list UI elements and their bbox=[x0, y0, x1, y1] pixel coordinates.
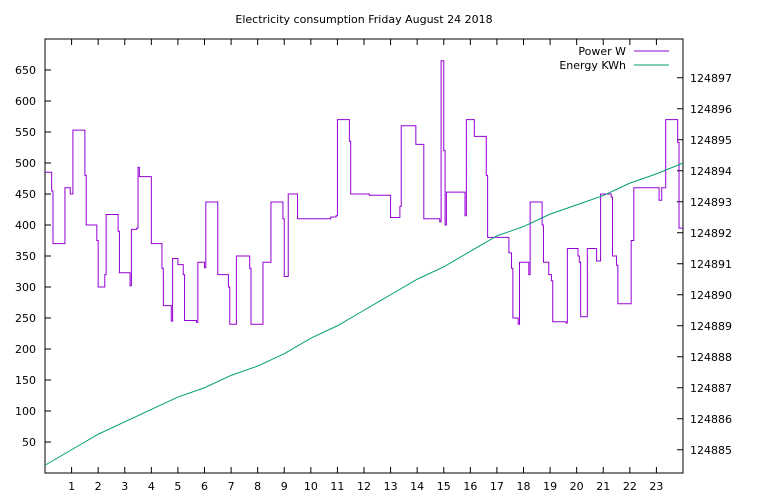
x-tick-label: 8 bbox=[254, 480, 261, 493]
y2-tick-label: 124897 bbox=[690, 72, 732, 85]
x-tick-label: 22 bbox=[623, 480, 637, 493]
y2-tick-label: 124890 bbox=[690, 289, 732, 302]
y-tick-label: 400 bbox=[15, 219, 36, 232]
x-tick-label: 7 bbox=[228, 480, 235, 493]
x-tick-label: 16 bbox=[463, 480, 477, 493]
y2-tick-label: 124888 bbox=[690, 351, 732, 364]
x-tick-label: 1 bbox=[68, 480, 75, 493]
chart-title: Electricity consumption Friday August 24… bbox=[235, 13, 492, 26]
x-tick-label: 17 bbox=[490, 480, 504, 493]
x-tick-label: 18 bbox=[517, 480, 531, 493]
x-tick-label: 12 bbox=[357, 480, 371, 493]
x-tick-label: 19 bbox=[543, 480, 557, 493]
y-tick-label: 500 bbox=[15, 157, 36, 170]
x-tick-label: 23 bbox=[649, 480, 663, 493]
x-tick-label: 2 bbox=[95, 480, 102, 493]
y-tick-label: 250 bbox=[15, 312, 36, 325]
y2-tick-label: 124886 bbox=[690, 413, 732, 426]
y2-tick-label: 124896 bbox=[690, 103, 732, 116]
y-tick-label: 150 bbox=[15, 374, 36, 387]
x-tick-label: 9 bbox=[281, 480, 288, 493]
y-tick-label: 550 bbox=[15, 126, 36, 139]
x-tick-label: 15 bbox=[437, 480, 451, 493]
y-tick-label: 350 bbox=[15, 250, 36, 263]
y2-tick-label: 124891 bbox=[690, 258, 732, 271]
y2-tick-label: 124885 bbox=[690, 444, 732, 457]
y-tick-label: 300 bbox=[15, 281, 36, 294]
x-tick-label: 20 bbox=[570, 480, 584, 493]
y-tick-label: 600 bbox=[15, 95, 36, 108]
series-layer bbox=[44, 60, 684, 466]
legend-label: Energy KWh bbox=[559, 59, 626, 72]
x-tick-label: 11 bbox=[330, 480, 344, 493]
y2-tick-label: 124894 bbox=[690, 165, 732, 178]
x-tick-label: 6 bbox=[201, 480, 208, 493]
x-tick-label: 21 bbox=[596, 480, 610, 493]
x-tick-label: 3 bbox=[121, 480, 128, 493]
y-tick-label: 450 bbox=[15, 188, 36, 201]
axis-ticks: 1 2 3 4 5 6 7 8 9 10 11 12 13 14 15 16 17 18 19 20 21 22 23501… bbox=[15, 39, 732, 493]
y-tick-label: 650 bbox=[15, 64, 36, 77]
y2-tick-label: 124892 bbox=[690, 227, 732, 240]
y2-tick-label: 124887 bbox=[690, 382, 732, 395]
y2-tick-label: 124893 bbox=[690, 196, 732, 209]
power-series-line bbox=[45, 60, 683, 325]
y-tick-label: 200 bbox=[15, 343, 36, 356]
energy-series-line bbox=[44, 162, 684, 466]
x-tick-label: 4 bbox=[148, 480, 155, 493]
x-tick-label: 14 bbox=[410, 480, 424, 493]
x-tick-label: 10 bbox=[304, 480, 318, 493]
y-tick-label: 100 bbox=[15, 405, 36, 418]
legend-label: Power W bbox=[578, 45, 626, 58]
x-tick-label: 13 bbox=[384, 480, 398, 493]
x-tick-label: 5 bbox=[174, 480, 181, 493]
y-tick-label: 50 bbox=[22, 436, 36, 449]
y2-tick-label: 124889 bbox=[690, 320, 732, 333]
y2-tick-label: 124895 bbox=[690, 134, 732, 147]
